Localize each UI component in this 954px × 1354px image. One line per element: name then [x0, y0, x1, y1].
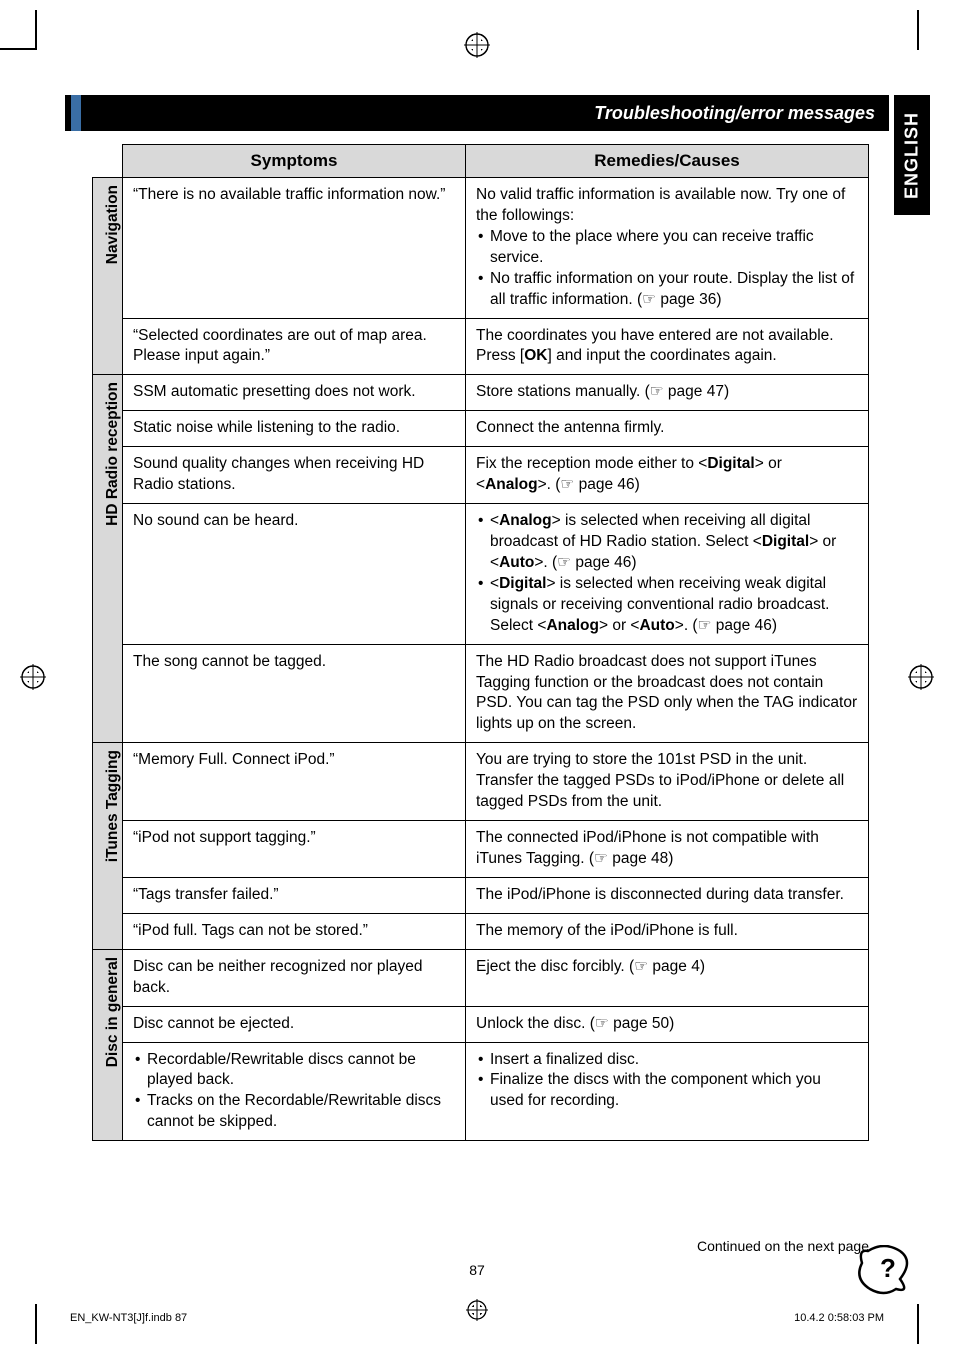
remedy-cell: You are trying to store the 101st PSD in…: [466, 743, 869, 821]
symptom-cell: Recordable/Rewritable discs cannot be pl…: [123, 1042, 466, 1141]
symptom-cell: “Tags transfer failed.”: [123, 877, 466, 913]
question-icon: ?: [856, 1245, 912, 1300]
page: Troubleshooting/error messages ENGLISH S…: [0, 0, 954, 1354]
crop-mark: [917, 1304, 919, 1344]
list-item: <Digital> is selected when receiving wea…: [490, 574, 858, 637]
section-hdradio: HD Radio reception: [93, 375, 123, 743]
list-item: Insert a finalized disc.: [490, 1050, 858, 1071]
col-remedies: Remedies/Causes: [466, 145, 869, 178]
registration-mark: [464, 32, 490, 58]
remedy-cell: Connect the antenna firmly.: [466, 411, 869, 447]
table-corner: [93, 145, 123, 178]
remedy-cell: Insert a finalized disc. Finalize the di…: [466, 1042, 869, 1141]
list-item: <Analog> is selected when receiving all …: [490, 511, 858, 574]
footer-timestamp: 10.4.2 0:58:03 PM: [794, 1312, 884, 1324]
remedy-cell: The HD Radio broadcast does not support …: [466, 644, 869, 743]
list-item: Recordable/Rewritable discs cannot be pl…: [147, 1050, 455, 1092]
section-itunes: iTunes Tagging: [93, 743, 123, 949]
remedy-cell: No valid traffic information is availabl…: [466, 178, 869, 319]
symptom-cell: “iPod not support tagging.”: [123, 821, 466, 878]
crop-mark: [35, 1304, 37, 1344]
list-item: Tracks on the Recordable/Rewritable disc…: [147, 1091, 455, 1133]
symptom-cell: Static noise while listening to the radi…: [123, 411, 466, 447]
remedy-cell: Eject the disc forcibly. (☞ page 4): [466, 949, 869, 1006]
header-accent: [71, 95, 81, 131]
symptom-cell: SSM automatic presetting does not work.: [123, 375, 466, 411]
section-disc: Disc in general: [93, 949, 123, 1140]
remedy-cell: The memory of the iPod/iPhone is full.: [466, 913, 869, 949]
page-number: 87: [469, 1262, 485, 1278]
troubleshooting-table: Symptoms Remedies/Causes Navigation “The…: [92, 144, 868, 1141]
col-symptoms: Symptoms: [123, 145, 466, 178]
section-navigation: Navigation: [93, 178, 123, 375]
page-title: Troubleshooting/error messages: [81, 103, 889, 124]
crop-mark: [0, 48, 37, 50]
registration-mark: [466, 1299, 488, 1326]
symptom-cell: Disc can be neither recognized nor playe…: [123, 949, 466, 1006]
registration-mark: [908, 664, 934, 690]
crop-mark: [35, 10, 37, 50]
symptom-cell: The song cannot be tagged.: [123, 644, 466, 743]
remedy-cell: Unlock the disc. (☞ page 50): [466, 1006, 869, 1042]
footer-filename: EN_KW-NT3[J]f.indb 87: [70, 1312, 187, 1324]
remedy-cell: The iPod/iPhone is disconnected during d…: [466, 877, 869, 913]
symptom-cell: Sound quality changes when receiving HD …: [123, 447, 466, 504]
symptom-cell: No sound can be heard.: [123, 504, 466, 645]
crop-mark: [917, 10, 919, 50]
symptom-cell: Disc cannot be ejected.: [123, 1006, 466, 1042]
symptom-cell: “Selected coordinates are out of map are…: [123, 318, 466, 375]
list-item: Move to the place where you can receive …: [490, 227, 858, 269]
header-bar: Troubleshooting/error messages: [65, 95, 889, 131]
remedy-cell: The coordinates you have entered are not…: [466, 318, 869, 375]
remedy-cell: Store stations manually. (☞ page 47): [466, 375, 869, 411]
registration-mark: [20, 664, 46, 690]
remedy-cell: The connected iPod/iPhone is not compati…: [466, 821, 869, 878]
remedy-cell: Fix the reception mode either to <Digita…: [466, 447, 869, 504]
symptom-cell: “iPod full. Tags can not be stored.”: [123, 913, 466, 949]
continued-label: Continued on the next page: [697, 1238, 869, 1254]
symptom-cell: “There is no available traffic informati…: [123, 178, 466, 319]
symptom-cell: “Memory Full. Connect iPod.”: [123, 743, 466, 821]
list-item: No traffic information on your route. Di…: [490, 269, 858, 311]
remedy-cell: <Analog> is selected when receiving all …: [466, 504, 869, 645]
list-item: Finalize the discs with the component wh…: [490, 1070, 858, 1112]
language-tab: ENGLISH: [894, 95, 930, 215]
svg-text:?: ?: [880, 1253, 896, 1283]
